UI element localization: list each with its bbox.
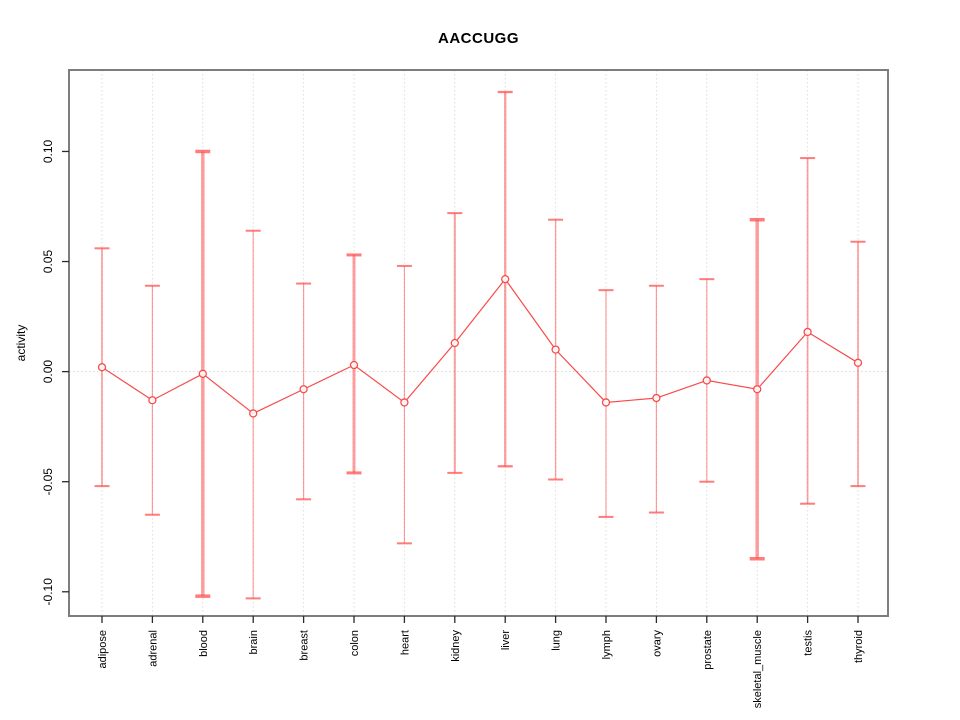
data-point-skeletal_muscle <box>753 385 762 394</box>
x-tick-label-skeletal_muscle: skeletal_muscle <box>752 630 764 708</box>
data-point-testis <box>803 327 812 337</box>
x-tick-label-ovary: ovary <box>651 630 663 657</box>
chart-title: AACCUGG <box>438 30 519 47</box>
data-point-blood <box>198 369 207 378</box>
data-point-ovary <box>652 393 661 403</box>
data-point-liver <box>501 275 510 284</box>
data-point-adrenal <box>148 396 157 405</box>
data-point-brain <box>249 409 258 418</box>
y-tick-label: -0.10 <box>41 578 55 606</box>
x-tick-label-brain: brain <box>248 630 260 654</box>
x-tick-label-lung: lung <box>551 630 563 651</box>
x-tick-label-adipose: adipose <box>97 630 109 669</box>
activity-line <box>101 278 859 415</box>
x-tick-label-lymph: lymph <box>601 630 613 659</box>
data-point-thyroid <box>853 358 863 367</box>
data-point-lung <box>551 345 560 354</box>
data-point-lymph <box>601 398 611 407</box>
x-tick-label-liver: liver <box>500 630 512 651</box>
x-tick-label-prostate: prostate <box>702 630 714 670</box>
x-tick-label-breast: breast <box>299 630 311 661</box>
x-tick-label-testis: testis <box>803 630 815 656</box>
y-tick-label: -0.05 <box>41 468 55 496</box>
x-tick-label-adrenal: adrenal <box>147 630 159 667</box>
data-point-breast <box>299 385 308 394</box>
y-axis-label: activity <box>14 325 28 362</box>
x-tick-label-thyroid: thyroid <box>853 630 865 663</box>
data-point-kidney <box>450 338 459 348</box>
plot-border <box>68 69 889 617</box>
x-tick-label-blood: blood <box>198 630 210 657</box>
data-point-colon <box>349 360 359 370</box>
data-point-adipose <box>97 363 107 372</box>
x-tick-label-heart: heart <box>399 630 411 655</box>
x-tick-label-kidney: kidney <box>450 630 462 662</box>
data-point-prostate <box>702 376 711 385</box>
data-point-heart <box>400 398 409 407</box>
y-tick-label: 0.10 <box>41 139 55 163</box>
y-tick-label: 0.00 <box>41 360 55 384</box>
y-tick-label: 0.05 <box>41 250 55 274</box>
x-tick-label-colon: colon <box>349 630 361 656</box>
